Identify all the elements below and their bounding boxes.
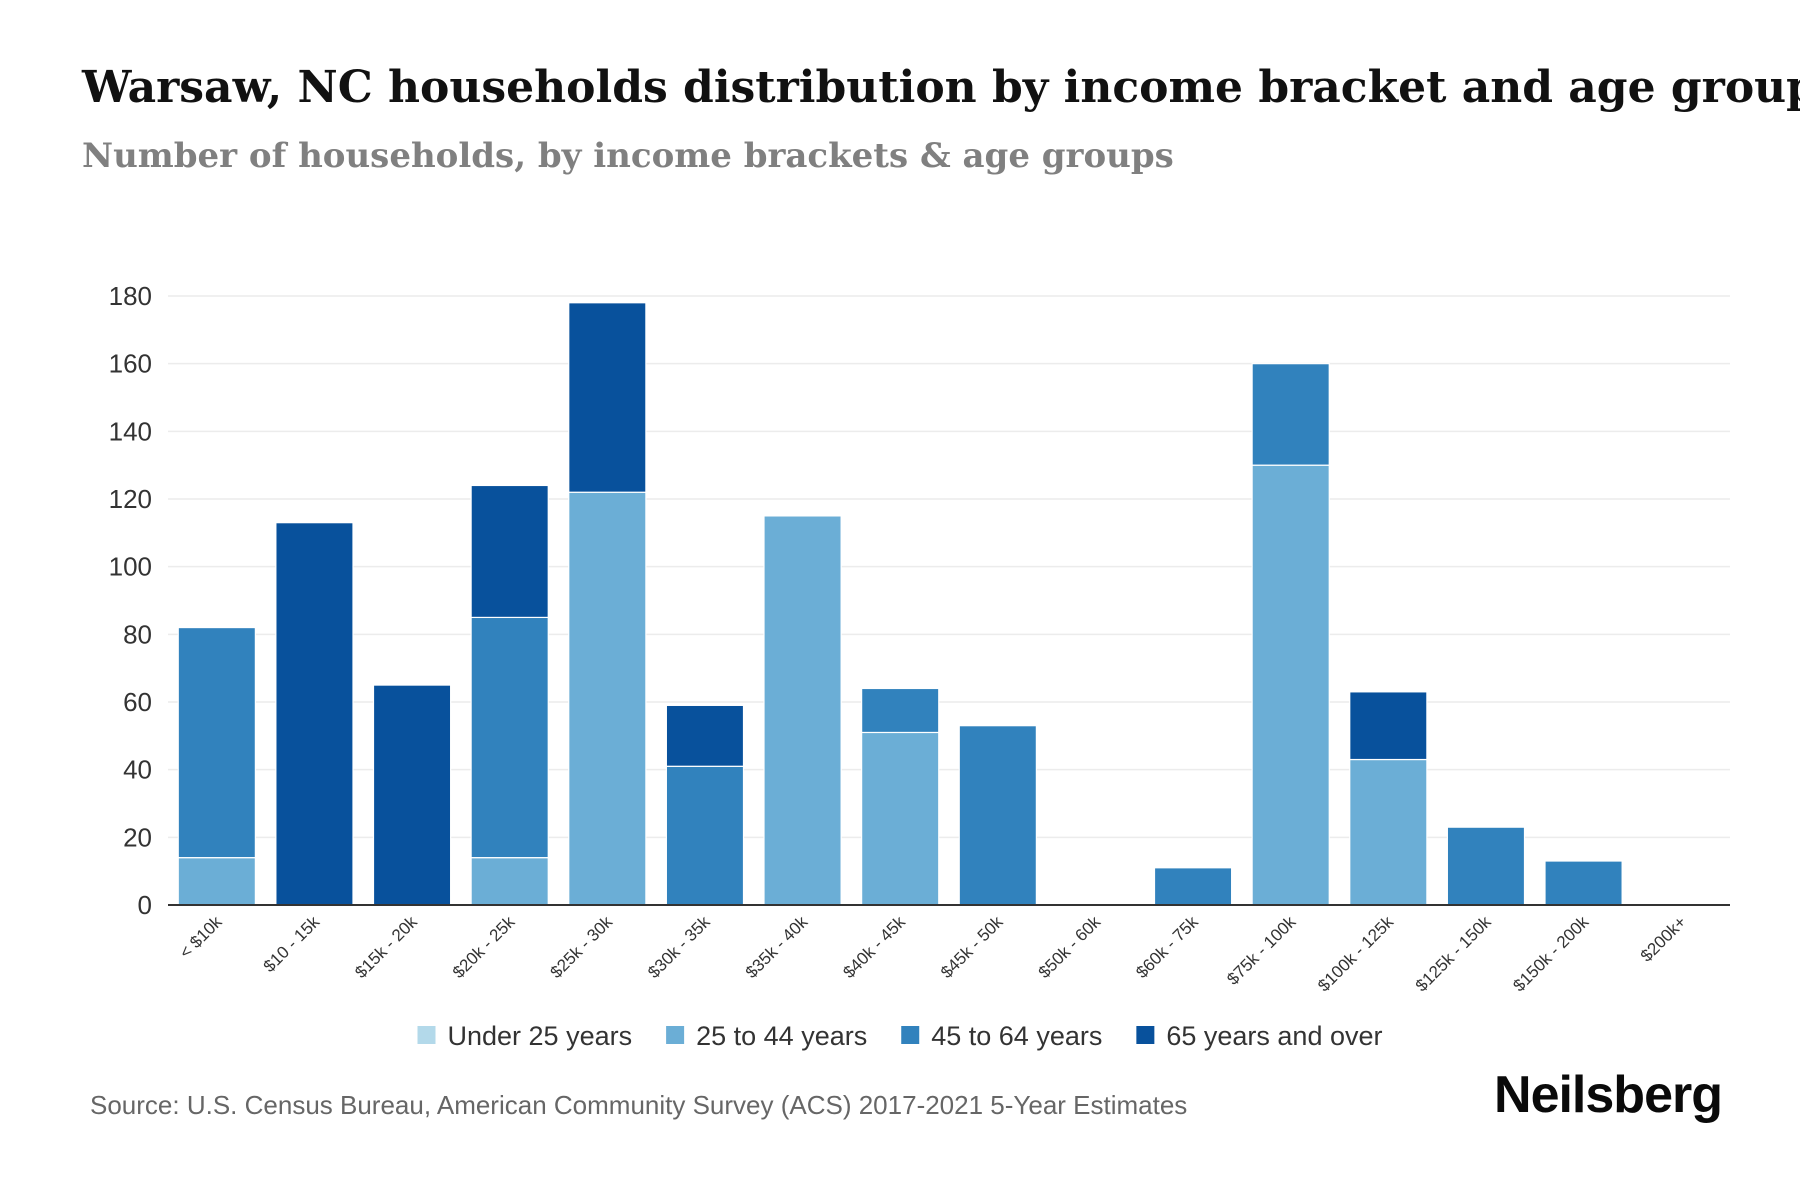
y-tick-label: 140 — [109, 416, 152, 446]
bar-segment — [1544, 860, 1623, 906]
bar-segment — [1251, 363, 1330, 466]
x-tick-label: $15k - 20k — [351, 912, 421, 982]
legend-label: Under 25 years — [448, 1021, 633, 1051]
x-tick-label: $10 - 15k — [260, 912, 324, 976]
bar-segment — [1153, 867, 1233, 906]
chart-subtitle: Number of households, by income brackets… — [82, 136, 1174, 176]
y-tick-label: 100 — [109, 552, 152, 582]
x-tick-label: $125k - 150k — [1412, 912, 1495, 995]
bar-segment — [958, 725, 1037, 906]
chart-title: Warsaw, NC households distribution by in… — [82, 62, 1800, 113]
bar-segment — [470, 616, 549, 859]
y-axis-ticks: 0 20 40 60 80 100 120 140 160 180 — [109, 281, 152, 920]
source-note: Source: U.S. Census Bureau, American Com… — [90, 1090, 1188, 1120]
y-tick-label: 60 — [123, 687, 152, 717]
bar-segment — [861, 687, 940, 734]
legend-label: 65 years and over — [1166, 1021, 1382, 1051]
bars — [177, 302, 1623, 906]
bar-segment — [1349, 758, 1428, 906]
y-tick-label: 20 — [123, 822, 152, 852]
legend-swatch — [1136, 1026, 1155, 1044]
bar-segment — [372, 684, 452, 906]
y-tick-label: 180 — [109, 281, 152, 311]
legend-label: 45 to 64 years — [931, 1021, 1102, 1051]
y-tick-label: 40 — [123, 755, 152, 785]
bar-segment — [1349, 691, 1428, 761]
x-tick-label: $45k - 50k — [937, 912, 1007, 982]
x-tick-label: $40k - 45k — [839, 912, 909, 982]
bar-segment — [470, 857, 549, 906]
bar-segment — [568, 302, 647, 493]
brand-logo: Neilsberg — [1494, 1066, 1723, 1124]
gridlines — [168, 295, 1730, 839]
bar-segment — [275, 522, 354, 906]
x-tick-label: $30k - 35k — [644, 912, 714, 982]
stacked-bar-chart: 0 20 40 60 80 100 120 140 160 180 < $10k $10 - 15k… — [109, 281, 1730, 1051]
x-tick-label: $20k - 25k — [449, 912, 519, 982]
bar-segment — [665, 765, 745, 906]
legend-label: 25 to 44 years — [696, 1021, 867, 1051]
x-tick-label: $60k - 75k — [1132, 912, 1202, 982]
bar-segment — [568, 491, 647, 906]
x-tick-label: $35k - 40k — [742, 912, 812, 982]
bar-segment — [177, 857, 256, 906]
bar-segment — [470, 484, 549, 619]
x-tick-label: $75k - 100k — [1223, 912, 1300, 989]
y-tick-label: 120 — [109, 484, 152, 514]
x-tick-label: $100k - 125k — [1314, 912, 1397, 995]
bar-segment — [1446, 826, 1526, 906]
bar-segment — [665, 704, 745, 767]
bar-segment — [763, 515, 842, 906]
bar-segment — [1251, 464, 1330, 906]
y-tick-label: 0 — [138, 890, 152, 920]
legend: Under 25 years 25 to 44 years 45 to 64 yea… — [417, 1021, 1383, 1051]
bar-segment — [177, 626, 256, 859]
bar-segment — [861, 731, 940, 906]
y-tick-label: 160 — [109, 349, 152, 379]
y-tick-label: 80 — [123, 619, 152, 649]
x-tick-label: $200k+ — [1637, 912, 1690, 965]
x-tick-label: $50k - 60k — [1035, 912, 1105, 982]
x-tick-label: < $10k — [176, 912, 226, 962]
legend-swatch — [417, 1026, 436, 1044]
legend-swatch — [901, 1026, 920, 1044]
x-tick-label: $150k - 200k — [1509, 912, 1592, 995]
x-axis-ticks: < $10k $10 - 15k $15k - 20k $20k - 25k $25k … — [176, 912, 1690, 995]
x-tick-label: $25k - 30k — [547, 912, 617, 982]
legend-swatch — [666, 1026, 685, 1044]
